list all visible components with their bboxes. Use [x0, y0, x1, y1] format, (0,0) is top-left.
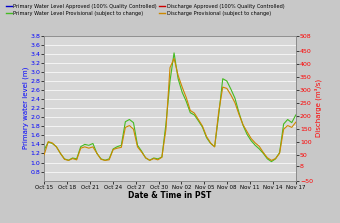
X-axis label: Date & Time in PST: Date & Time in PST: [128, 191, 212, 200]
Y-axis label: Discharge (m³/s): Discharge (m³/s): [314, 79, 322, 137]
Legend: Primary Water Level Approved (100% Quality Controlled), Primary Water Level Prov: Primary Water Level Approved (100% Quali…: [6, 4, 284, 16]
Y-axis label: Primary water level (m): Primary water level (m): [22, 67, 29, 149]
